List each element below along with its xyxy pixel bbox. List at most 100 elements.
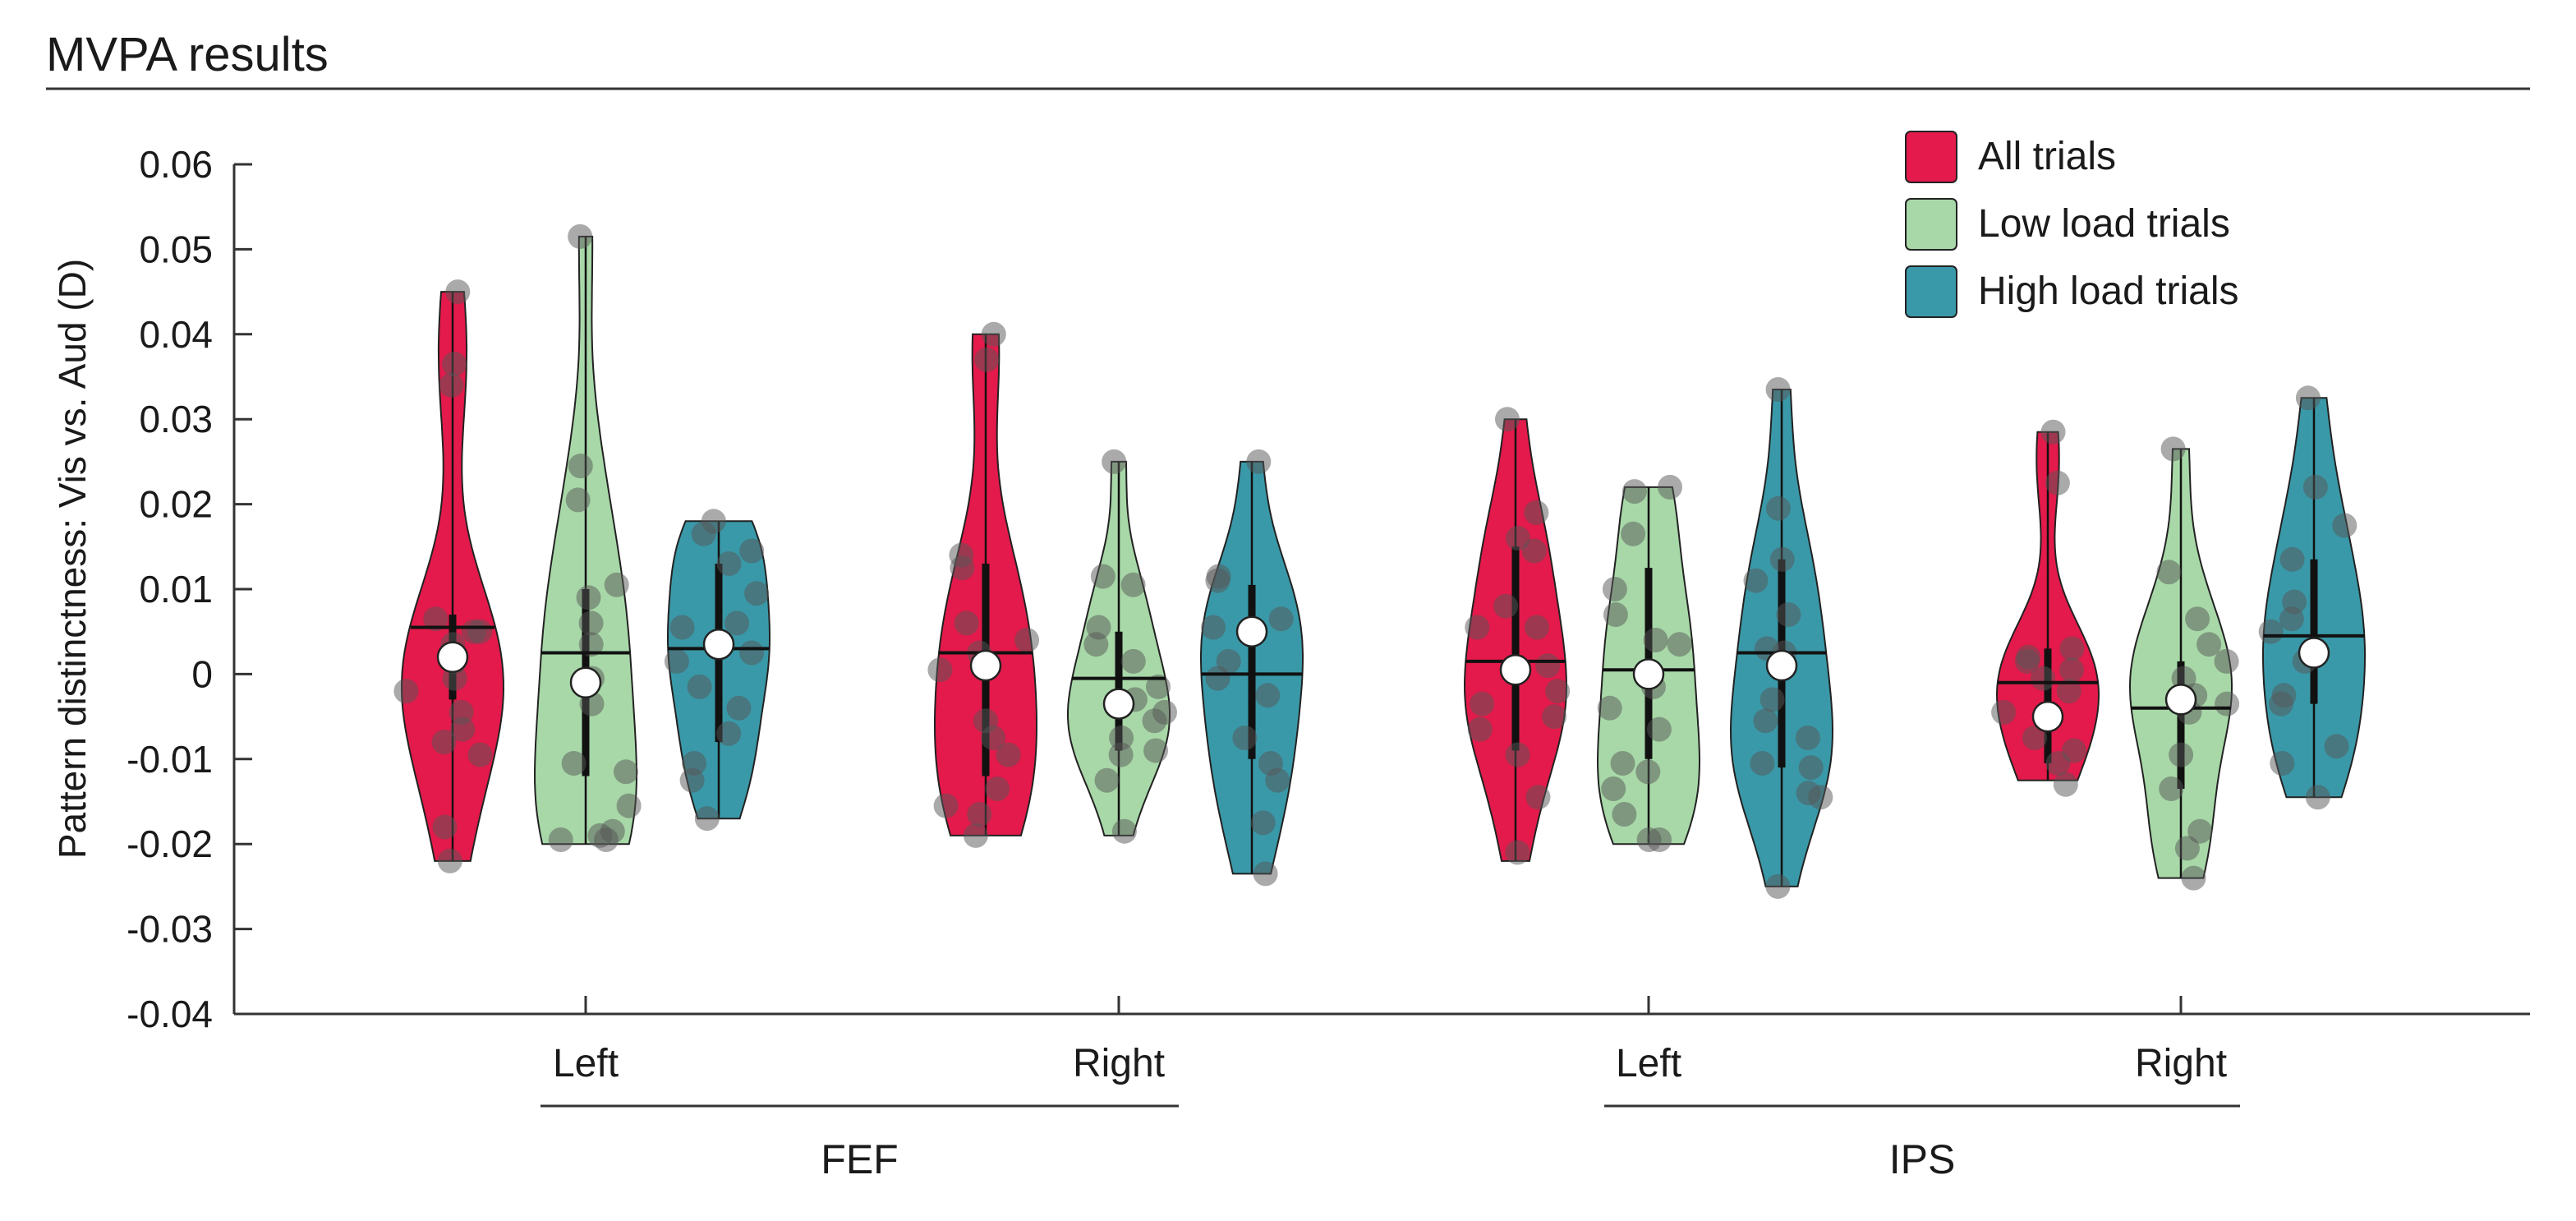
data-point [1753, 708, 1778, 734]
violin-ips-right-high [2258, 385, 2366, 810]
y-tick-label: 0 [191, 652, 213, 695]
data-point [1505, 840, 1530, 865]
data-point [1622, 479, 1647, 505]
data-point [2169, 742, 2194, 767]
data-point [2045, 470, 2070, 495]
violin-mean-marker [2298, 637, 2330, 669]
data-point [669, 615, 695, 640]
data-point [981, 321, 1006, 347]
data-point [996, 742, 1021, 767]
data-point [967, 802, 992, 827]
data-point [548, 827, 573, 852]
violin-fef-left-high [664, 509, 770, 832]
data-point [1743, 568, 1769, 593]
data-point [1991, 699, 2017, 725]
data-point [2185, 606, 2210, 632]
data-point [716, 551, 742, 576]
data-point [450, 716, 476, 742]
data-point [963, 822, 988, 848]
data-point [2302, 474, 2328, 500]
legend-swatch [1905, 265, 1957, 318]
data-point [1467, 716, 1493, 742]
legend-swatch [1905, 198, 1957, 251]
data-point [2279, 606, 2304, 632]
data-point [1621, 521, 1646, 546]
legend-label: All trials [1978, 135, 2116, 178]
data-point [431, 730, 457, 755]
data-point [1201, 615, 1226, 640]
data-point [2196, 632, 2222, 657]
data-point [1083, 632, 1109, 657]
data-point [927, 657, 953, 683]
data-point [1246, 449, 1272, 474]
data-point [1111, 818, 1137, 844]
data-point [664, 648, 689, 674]
data-point [2160, 436, 2186, 462]
violin-mean-marker [1765, 649, 1798, 682]
violin-fef-right-high [1200, 449, 1304, 887]
data-point [1232, 726, 1258, 750]
data-point [432, 814, 458, 840]
data-point [2159, 776, 2184, 801]
data-point [1542, 704, 1567, 730]
data-point [1667, 632, 1692, 657]
data-point [739, 538, 765, 564]
violin-ips-left-low [1596, 474, 1701, 852]
violin-fef-left-all [393, 279, 505, 873]
y-tick-label: 0.04 [139, 313, 213, 356]
y-tick-label: 0.01 [139, 568, 213, 610]
data-point [981, 726, 1006, 750]
data-point [568, 223, 593, 249]
data-point [1798, 755, 1824, 781]
data-point [716, 721, 742, 746]
data-point [1120, 572, 1146, 597]
data-point [461, 619, 486, 644]
data-point [2059, 636, 2085, 661]
legend-label: High load trials [1978, 270, 2238, 313]
y-tick-label: 0.05 [139, 228, 213, 270]
data-point [1465, 615, 1490, 640]
x-tick-label-left: Left [553, 1042, 619, 1085]
data-point [1255, 683, 1281, 708]
data-point [1268, 606, 1294, 632]
violin-mean-marker [1102, 688, 1135, 720]
violin-mean-marker [436, 641, 469, 673]
data-point [614, 759, 638, 785]
data-point [1120, 648, 1146, 674]
violin-ips-left-all [1463, 407, 1571, 865]
data-point [578, 610, 604, 636]
data-point [2258, 619, 2284, 644]
data-point [2305, 785, 2330, 810]
data-point [2295, 385, 2321, 411]
violin-fef-left-low [533, 223, 642, 852]
violin-fef-right-all [927, 321, 1040, 848]
data-point [578, 632, 604, 657]
data-point [576, 585, 601, 610]
data-point [724, 610, 750, 636]
data-point [2270, 751, 2295, 776]
data-point [1108, 742, 1134, 767]
data-point [1603, 602, 1628, 627]
region-group-label: IPS [1889, 1136, 1956, 1182]
data-point [565, 487, 591, 513]
data-point [1205, 568, 1230, 593]
violin-mean-marker [969, 649, 1002, 682]
data-point [1014, 628, 1040, 652]
x-tick-label-left: Left [1616, 1042, 1681, 1085]
data-point [1525, 615, 1549, 640]
data-point [2022, 726, 2047, 750]
data-point [1795, 726, 1820, 750]
data-point [2214, 648, 2239, 674]
data-point [2031, 666, 2055, 691]
data-point [2040, 419, 2066, 445]
data-point [561, 751, 586, 776]
data-point [467, 742, 493, 767]
data-point [568, 454, 593, 479]
data-point [691, 521, 716, 546]
data-point [2215, 691, 2240, 716]
data-point [587, 822, 613, 848]
data-point [1760, 687, 1785, 712]
violin-ips-right-all [1991, 419, 2100, 797]
data-point [1521, 538, 1547, 564]
data-point [1505, 742, 1530, 767]
